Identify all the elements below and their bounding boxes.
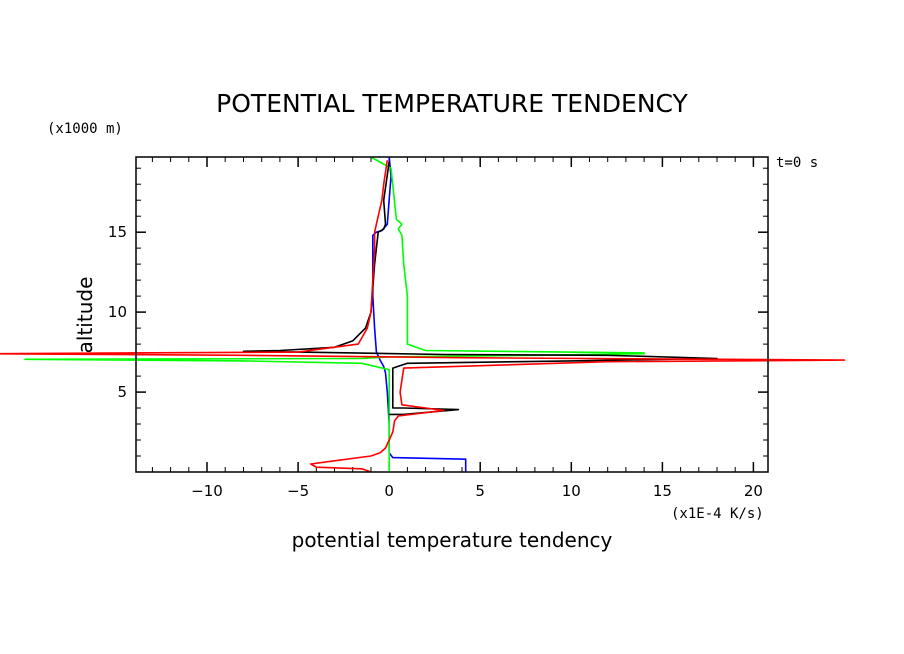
x-unit-label: (x1E-4 K/s) [671, 506, 764, 522]
y-unit-label: (x1000 m) [47, 121, 123, 137]
x-tick-label: −10 [191, 482, 223, 500]
x-tick-label: 15 [653, 482, 672, 500]
series-line-3 [242, 161, 718, 416]
plot-frame [135, 156, 769, 473]
x-tick-label: 20 [744, 482, 763, 500]
series-line-1 [371, 157, 467, 472]
series-line-2 [24, 157, 645, 472]
x-tick-label: 5 [475, 482, 485, 500]
x-axis-label: potential temperature tendency [292, 528, 613, 552]
y-tick-label: 10 [108, 303, 127, 321]
time-label: t=0 s [776, 155, 818, 171]
series-layer [0, 157, 846, 473]
series-line-4 [0, 160, 846, 473]
y-axis-label: altitude [73, 277, 97, 354]
x-tick-label: 0 [384, 482, 394, 500]
axis-ticks: −10 −5 0 5 10 15 20 5 10 15 [108, 157, 768, 500]
chart-title: POTENTIAL TEMPERATURE TENDENCY [216, 89, 688, 118]
x-tick-label: −5 [287, 482, 309, 500]
y-tick-label: 15 [108, 223, 127, 241]
x-tick-label: 10 [562, 482, 581, 500]
y-tick-label: 5 [117, 383, 127, 401]
